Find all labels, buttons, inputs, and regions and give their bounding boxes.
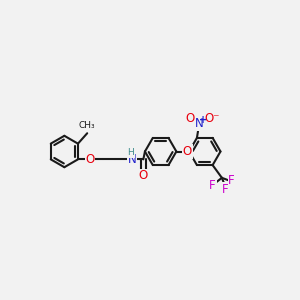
Text: O: O	[85, 153, 94, 166]
Text: F: F	[228, 174, 235, 187]
Text: O: O	[139, 169, 148, 182]
Text: N: N	[128, 153, 136, 166]
Text: O: O	[185, 112, 194, 125]
Text: O: O	[183, 145, 192, 158]
Text: H: H	[128, 148, 134, 158]
Text: +: +	[199, 115, 208, 125]
Text: F: F	[222, 183, 229, 196]
Text: F: F	[209, 179, 216, 192]
Text: N: N	[195, 117, 204, 130]
Text: CH₃: CH₃	[79, 122, 95, 130]
Text: O⁻: O⁻	[204, 112, 220, 125]
